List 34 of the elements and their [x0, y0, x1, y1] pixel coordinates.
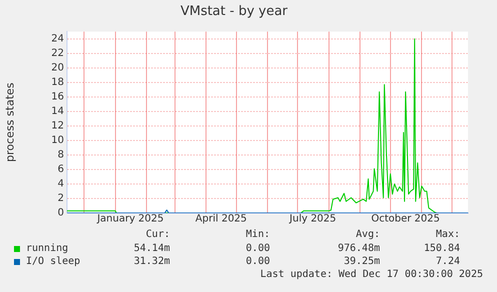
chart-title: VMstat - by year — [180, 4, 288, 20]
legend-label: I/O sleep — [26, 256, 80, 267]
text: 0.00 — [244, 243, 270, 256]
y-tick-label: 8 — [58, 150, 64, 161]
y-tick-label: 24 — [51, 33, 64, 44]
text: 39.25m — [342, 256, 380, 269]
y-tick-label: 2 — [58, 193, 64, 204]
text: 31.32m — [132, 256, 170, 269]
text: Avg: — [354, 229, 380, 242]
text: 54.14m — [132, 243, 170, 256]
text: 0.00 — [244, 256, 270, 269]
y-tick-label: 22 — [51, 48, 64, 59]
text: 7.24 — [434, 256, 460, 269]
x-tick-label: July 2025 — [288, 214, 336, 225]
y-tick-label: 18 — [51, 76, 64, 88]
text: Max: — [434, 229, 460, 242]
y-axis-title: process states — [3, 82, 16, 162]
y-tick-label: 12 — [51, 120, 64, 132]
text: 150.84 — [422, 243, 460, 256]
y-tick-label: 4 — [58, 178, 64, 190]
text: Cur: — [144, 229, 170, 242]
y-tick-label: 10 — [51, 135, 64, 146]
text: Last update: Wed Dec 17 00:30:00 2025 — [260, 269, 483, 282]
y-tick-label: 16 — [51, 92, 64, 102]
y-tick-label: 6 — [58, 164, 64, 176]
x-tick-label: April 2025 — [195, 214, 247, 225]
text: 976.48m — [336, 243, 380, 256]
x-tick-label: January 2025 — [96, 214, 164, 225]
y-tick-label: 0 — [58, 208, 64, 219]
legend-label: running — [26, 243, 68, 254]
y-tick-label: 20 — [51, 62, 64, 74]
text: Min: — [244, 229, 270, 242]
x-tick-label: October 2025 — [371, 214, 440, 225]
y-tick-label: 14 — [51, 106, 64, 118]
